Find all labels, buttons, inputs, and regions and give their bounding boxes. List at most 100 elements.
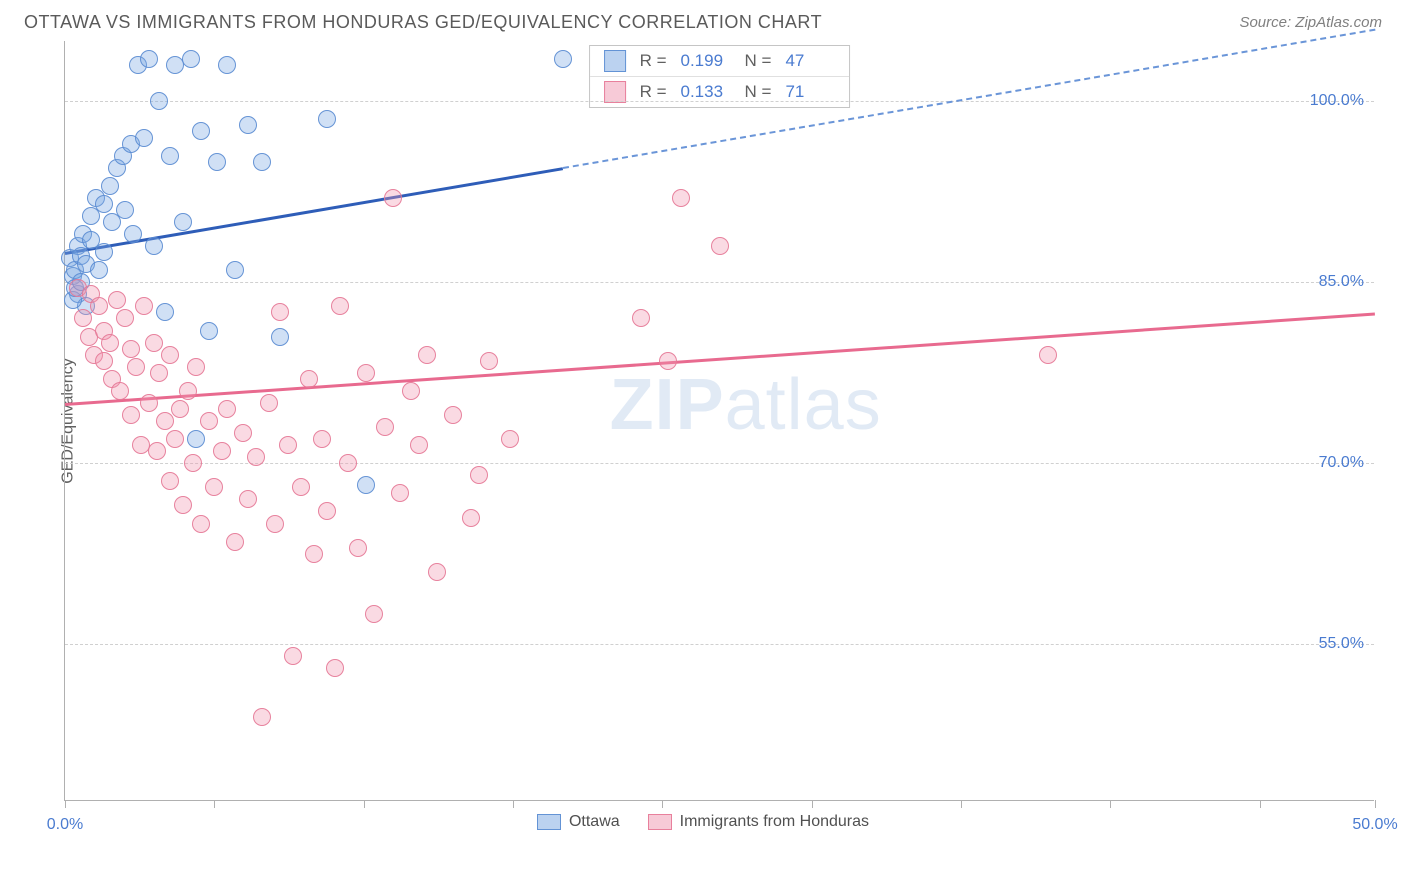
scatter-point [554,50,572,68]
scatter-point [179,382,197,400]
scatter-point [326,659,344,677]
chart-header: OTTAWA VS IMMIGRANTS FROM HONDURAS GED/E… [0,0,1406,41]
regression-line [65,312,1375,405]
swatch-pink-icon [604,81,626,103]
x-tick [1110,800,1111,808]
scatter-point [402,382,420,400]
legend-item-ottawa: Ottawa [537,813,620,831]
gridline [65,282,1374,283]
stat-r-label: R = [640,82,667,102]
scatter-point [90,261,108,279]
chart-container: GED/Equivalency ZIPatlas R = 0.199 N = 4… [24,41,1382,801]
scatter-point [108,291,126,309]
x-tick [812,800,813,808]
scatter-point [239,490,257,508]
watermark-bold: ZIP [610,365,725,445]
scatter-point [205,478,223,496]
scatter-point [192,122,210,140]
x-tick [662,800,663,808]
scatter-point [711,237,729,255]
scatter-point [122,340,140,358]
y-tick-label: 100.0% [1310,92,1364,110]
legend-label-honduras: Immigrants from Honduras [680,813,869,831]
scatter-point [376,418,394,436]
scatter-point [659,352,677,370]
stat-n-value-pink: 71 [785,82,835,102]
scatter-point [174,213,192,231]
scatter-point [116,201,134,219]
scatter-point [444,406,462,424]
stats-row-pink: R = 0.133 N = 71 [590,76,850,107]
x-tick [1375,800,1376,808]
scatter-point [182,50,200,68]
scatter-point [150,364,168,382]
stat-r-value-blue: 0.199 [681,51,731,71]
scatter-point [208,153,226,171]
scatter-point [95,243,113,261]
scatter-point [101,334,119,352]
scatter-point [200,322,218,340]
x-tick [364,800,365,808]
scatter-point [480,352,498,370]
scatter-point [428,563,446,581]
scatter-point [124,225,142,243]
scatter-point [148,442,166,460]
scatter-point [672,189,690,207]
scatter-point [462,509,480,527]
scatter-point [187,430,205,448]
scatter-point [357,364,375,382]
scatter-point [200,412,218,430]
scatter-point [171,400,189,418]
scatter-point [1039,346,1057,364]
y-tick-label: 55.0% [1319,635,1364,653]
scatter-point [166,430,184,448]
x-tick [214,800,215,808]
scatter-point [135,297,153,315]
scatter-point [213,442,231,460]
scatter-point [339,454,357,472]
scatter-point [101,177,119,195]
scatter-point [140,50,158,68]
scatter-point [253,708,271,726]
y-tick-label: 85.0% [1319,273,1364,291]
scatter-point [226,261,244,279]
scatter-point [271,328,289,346]
scatter-point [260,394,278,412]
scatter-point [135,129,153,147]
stat-n-label: N = [745,51,772,71]
x-tick [1260,800,1261,808]
gridline [65,644,1374,645]
scatter-point [95,195,113,213]
scatter-point [111,382,129,400]
scatter-point [184,454,202,472]
scatter-point [140,394,158,412]
scatter-point [90,297,108,315]
scatter-point [632,309,650,327]
scatter-point [192,515,210,533]
scatter-point [226,533,244,551]
scatter-point [145,334,163,352]
regression-line [65,167,563,255]
scatter-point [279,436,297,454]
scatter-point [501,430,519,448]
scatter-point [271,303,289,321]
watermark-light: atlas [725,365,882,445]
scatter-point [95,352,113,370]
scatter-point [116,309,134,327]
watermark: ZIPatlas [610,364,882,446]
scatter-point [127,358,145,376]
scatter-point [266,515,284,533]
gridline [65,101,1374,102]
scatter-point [247,448,265,466]
scatter-point [161,472,179,490]
scatter-point [122,406,140,424]
scatter-point [156,412,174,430]
scatter-point [391,484,409,502]
scatter-point [174,496,192,514]
y-tick-label: 70.0% [1319,454,1364,472]
stats-row-blue: R = 0.199 N = 47 [590,46,850,76]
scatter-point [357,476,375,494]
scatter-point [292,478,310,496]
scatter-point [318,502,336,520]
scatter-point [187,358,205,376]
